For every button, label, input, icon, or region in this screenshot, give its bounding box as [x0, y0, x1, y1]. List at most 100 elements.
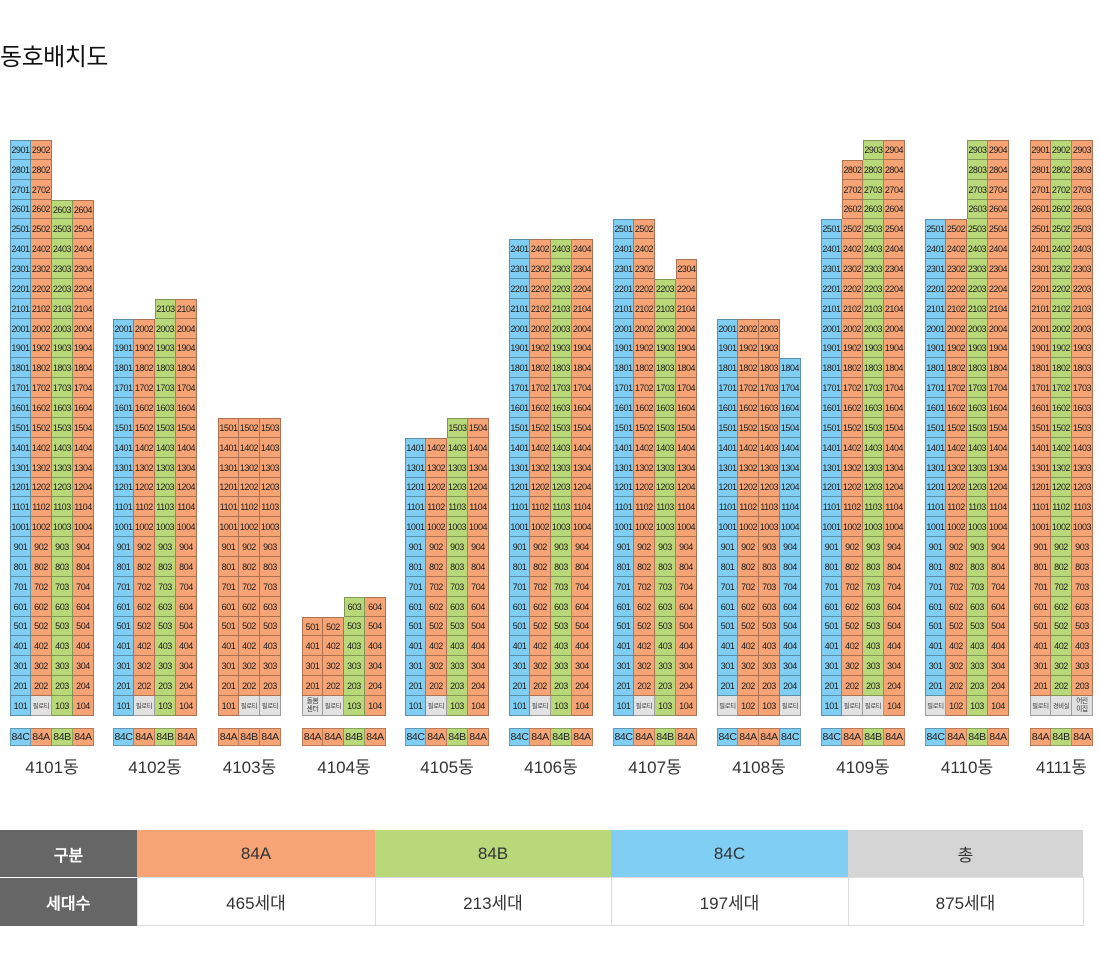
unit-cell: 1304 [176, 458, 197, 478]
unit-cell: 803 [260, 557, 281, 577]
unit-cell: 904 [780, 537, 801, 557]
unit-cell: 1304 [73, 458, 94, 478]
unit-cell: 304 [780, 656, 801, 676]
unit-cell: 1301 [613, 458, 634, 478]
unit-cell: 702 [426, 577, 447, 597]
unit-cell: 1502 [239, 418, 260, 438]
unit-cell: 404 [365, 636, 386, 656]
unit-cell: 701 [1030, 577, 1051, 597]
unit-cell: 2104 [176, 299, 197, 319]
unit-cell: 2701 [1030, 180, 1051, 200]
unit-cell: 2103 [551, 299, 572, 319]
unit-cell: 1103 [52, 497, 73, 517]
unit-cell: 702 [134, 577, 155, 597]
unit-cell: 1404 [73, 438, 94, 458]
unit-cell: 1603 [52, 398, 73, 418]
unit-cell: 202 [323, 676, 344, 696]
unit-cell: 1501 [10, 418, 31, 438]
unit-cell: 2601 [10, 200, 31, 219]
unit-cell: 501 [10, 617, 31, 636]
unit-cell: 2203 [52, 279, 73, 299]
unit-type-label: 84B [655, 728, 676, 746]
unit-cell: 1502 [842, 418, 863, 438]
facility-cell: 필로티 [863, 696, 884, 716]
unit-cell: 1003 [447, 517, 468, 537]
unit-cell: 501 [302, 617, 323, 636]
facility-cell: 필로티 [530, 696, 551, 716]
unit-cell: 1202 [946, 478, 967, 497]
unit-cell: 301 [113, 656, 134, 676]
unit-cell: 304 [73, 656, 94, 676]
unit-cell: 1204 [676, 478, 697, 497]
unit-cell: 603 [655, 597, 676, 617]
unit-cell: 2404 [73, 239, 94, 259]
unit-type-label: 84A [1072, 728, 1093, 746]
unit-cell: 2302 [842, 259, 863, 279]
unit-type-label: 84C [10, 728, 31, 746]
unit-type-label: 84A [988, 728, 1009, 746]
unit-cell: 2402 [842, 239, 863, 259]
unit-cell: 2502 [842, 219, 863, 239]
unit-cell: 1503 [260, 418, 281, 438]
unit-cell: 1201 [10, 478, 31, 497]
unit-cell: 403 [551, 636, 572, 656]
unit-cell: 602 [31, 597, 52, 617]
unit-cell: 502 [946, 617, 967, 636]
facility-cell: 필로티 [426, 696, 447, 716]
unit-cell: 503 [655, 617, 676, 636]
unit-cell: 1303 [967, 458, 988, 478]
facility-cell: 필로티 [925, 696, 946, 716]
unit-cell: 1402 [31, 438, 52, 458]
unit-cell: 1702 [946, 378, 967, 398]
unit-cell: 303 [759, 656, 780, 676]
unit-cell: 801 [405, 557, 426, 577]
unit-cell: 2804 [884, 160, 905, 180]
unit-cell: 1201 [1030, 478, 1051, 497]
unit-cell: 303 [1072, 656, 1093, 676]
unit-cell: 104 [676, 696, 697, 716]
facility-cell: 필로티 [260, 696, 281, 716]
unit-type-label: 84B [447, 728, 468, 746]
unit-cell: 1001 [218, 517, 239, 537]
unit-cell: 501 [218, 617, 239, 636]
unit-cell: 202 [239, 676, 260, 696]
unit-cell: 1504 [988, 418, 1009, 438]
building-name: 4109동 [836, 758, 890, 777]
unit-cell: 803 [155, 557, 176, 577]
unit-cell: 1704 [988, 378, 1009, 398]
unit-type-label: 84A [1030, 728, 1051, 746]
unit-cell: 204 [884, 676, 905, 696]
unit-cell: 304 [468, 656, 489, 676]
unit-cell: 1004 [780, 517, 801, 537]
unit-cell: 2503 [967, 219, 988, 239]
unit-cell: 904 [572, 537, 593, 557]
unit-type-label: 84A [302, 728, 323, 746]
building: 2001 2002 2003 1901 1902 1903 1801 1802 1803 1804… [717, 0, 807, 800]
unit-cell: 2401 [821, 239, 842, 259]
unit-cell: 1003 [155, 517, 176, 537]
unit-cell: 1302 [239, 458, 260, 478]
unit-cell: 1302 [738, 458, 759, 478]
unit-cell: 2303 [1072, 259, 1093, 279]
unit-cell: 203 [52, 676, 73, 696]
unit-cell: 302 [323, 656, 344, 676]
unit-cell: 202 [738, 676, 759, 696]
unit-cell: 604 [676, 597, 697, 617]
unit-cell: 1703 [551, 378, 572, 398]
unit-cell: 2402 [946, 239, 967, 259]
unit-cell: 702 [1051, 577, 1072, 597]
unit-cell: 1103 [759, 497, 780, 517]
unit-cell: 803 [967, 557, 988, 577]
unit-cell: 201 [821, 676, 842, 696]
unit-cell: 1901 [613, 339, 634, 358]
unit-cell: 403 [344, 636, 365, 656]
unit-cell: 301 [1030, 656, 1051, 676]
unit-cell: 2503 [1072, 219, 1093, 239]
unit-cell: 704 [73, 577, 94, 597]
unit-cell: 1404 [676, 438, 697, 458]
unit-cell: 504 [676, 617, 697, 636]
unit-type-label: 84A [842, 728, 863, 746]
unit-cell: 801 [509, 557, 530, 577]
unit-cell: 603 [551, 597, 572, 617]
unit-type-label: 84A [759, 728, 780, 746]
